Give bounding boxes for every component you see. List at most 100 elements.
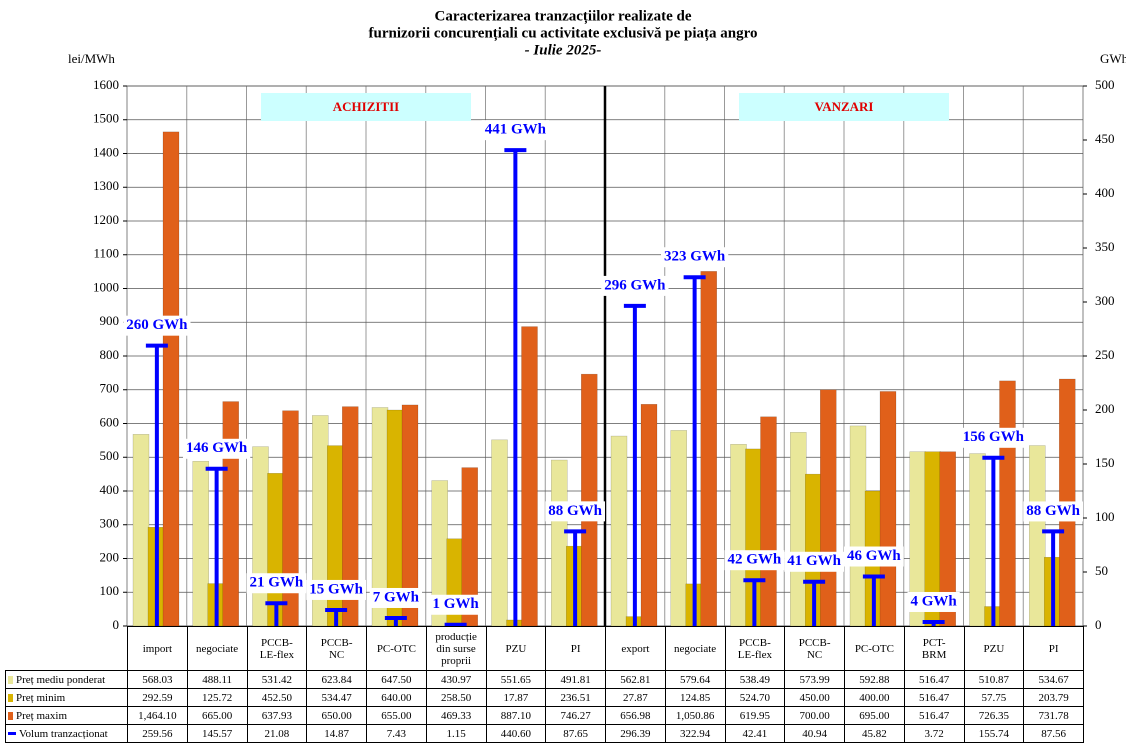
legend-entry: Preț minim [5, 688, 128, 707]
y-tick-label: 1100 [93, 246, 119, 261]
bar [700, 271, 717, 627]
volume-marker [205, 466, 228, 626]
bar [162, 131, 180, 627]
x-tick-label: PZU [963, 626, 1025, 671]
value-label-bg [545, 501, 606, 522]
bar [879, 391, 897, 627]
value-label-bg [182, 438, 251, 459]
value-label-bg [429, 594, 482, 615]
legend-entry: Preț maxim [5, 706, 128, 725]
table-cell: 491.81 [545, 670, 606, 689]
chart-subtitle: - Iulie 2025- [525, 42, 602, 58]
volume-marker [145, 343, 168, 626]
volume-marker [683, 275, 706, 626]
y2-tick-label: 350 [1095, 239, 1115, 254]
value-label-bg [369, 587, 423, 608]
y2-tick-label: 300 [1095, 293, 1115, 308]
table-cell: 579.64 [664, 670, 726, 689]
table-cell: 573.99 [784, 670, 845, 689]
table-cell: 292.59 [127, 688, 188, 707]
x-tick-label: PCCB- NC [784, 626, 845, 671]
value-label-bg [123, 315, 191, 336]
volume-marker [564, 529, 587, 626]
group-label: VANZARI [815, 99, 874, 114]
legend-label: Volum tranzacționat [19, 727, 108, 740]
volume-marker [803, 579, 826, 626]
group-box [739, 93, 949, 121]
x-tick-label: PCCB- LE-flex [246, 626, 308, 671]
table-row: Preț minim 292.59 125.72 452.50 534.47 640.00… [5, 688, 1084, 707]
y2-tick-label: 0 [1095, 617, 1102, 632]
value-label: 156 GWh [963, 429, 1025, 445]
value-label: 46 GWh [847, 548, 901, 564]
bar [849, 425, 867, 627]
x-tick-label: negociate [186, 626, 248, 671]
volume-marker [325, 607, 348, 626]
x-tick-label: import [127, 626, 188, 671]
bar [222, 401, 239, 627]
y-tick-label: 1200 [93, 212, 119, 227]
y2-tick-label: 200 [1095, 401, 1115, 416]
value-label: 441 GWh [485, 122, 547, 138]
table-cell: 568.03 [127, 670, 188, 689]
y-tick-label: 600 [100, 414, 120, 429]
volume-marker [444, 622, 467, 627]
table-cell: 45.82 [844, 724, 905, 743]
value-label-bg [959, 427, 1028, 448]
table-cell: 87.65 [545, 724, 606, 743]
y-tick-label: 100 [100, 583, 120, 598]
value-label-bg [246, 573, 307, 594]
table-cell: 155.74 [963, 724, 1025, 743]
bar [969, 453, 986, 627]
table-cell: 3.72 [903, 724, 965, 743]
table-cell: 17.87 [485, 688, 547, 707]
y2-tick-label: 500 [1095, 77, 1115, 92]
table-cell: 726.35 [963, 706, 1025, 725]
table-cell: 1,050.86 [664, 706, 726, 725]
chart-title: furnizorii concurențiali cu activitate e… [369, 25, 758, 41]
table-cell: 236.51 [545, 688, 606, 707]
table-cell: 650.00 [306, 706, 367, 725]
table-cell: 440.60 [485, 724, 547, 743]
y-axis-label: lei/MWh [68, 51, 115, 66]
table-corner [6, 627, 128, 671]
x-tick-label: PZU [485, 626, 547, 671]
legend-key [8, 732, 16, 736]
group-box [261, 93, 471, 121]
table-cell: 125.72 [186, 688, 248, 707]
volume-marker [982, 455, 1005, 626]
y2-tick-label: 400 [1095, 185, 1115, 200]
value-label-bg [481, 120, 550, 141]
bar [670, 430, 687, 627]
legend-key [8, 675, 13, 684]
table-cell: 524.70 [724, 688, 786, 707]
table-cell: 637.93 [246, 706, 308, 725]
bar [640, 404, 658, 627]
value-label: 15 GWh [309, 581, 363, 597]
table-header-row: import negociate PCCB- LE-flex PCCB- NC PC-O… [6, 626, 1084, 671]
table-cell: 516.47 [903, 706, 965, 725]
y2-tick-label: 50 [1095, 563, 1108, 578]
x-tick-label: PI [545, 626, 606, 671]
table-cell: 322.94 [664, 724, 726, 743]
table-cell: 655.00 [366, 706, 427, 725]
y2-axis-label: GWh [1100, 51, 1126, 66]
bar [1029, 445, 1046, 627]
table-cell: 656.98 [605, 706, 666, 725]
legend-key [8, 693, 13, 702]
y-tick-label: 400 [100, 482, 120, 497]
x-tick-label: PCCB- LE-flex [724, 626, 786, 671]
legend-entry: Volum tranzacționat [5, 724, 128, 743]
table-cell: 40.94 [784, 724, 845, 743]
bar [132, 434, 150, 627]
table-cell: 87.56 [1023, 724, 1084, 743]
y2-tick-label: 150 [1095, 455, 1115, 470]
value-label-bg [724, 550, 785, 571]
table-cell: 647.50 [366, 670, 427, 689]
value-label: 88 GWh [1026, 503, 1080, 519]
value-label-bg [907, 591, 960, 612]
y2-tick-label: 100 [1095, 509, 1115, 524]
value-label-bg [843, 546, 904, 567]
value-label-bg [601, 275, 669, 296]
